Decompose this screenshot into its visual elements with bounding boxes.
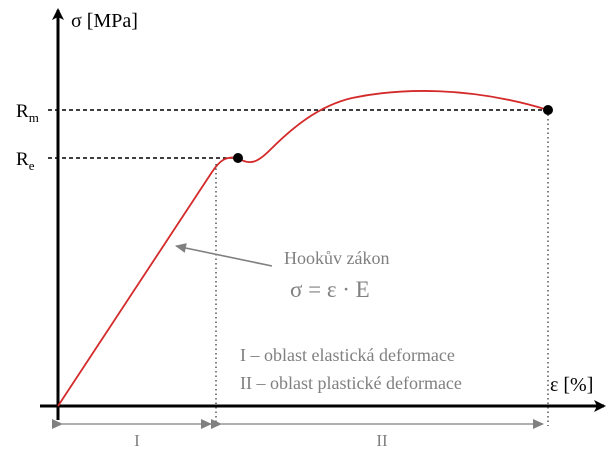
legend-plastic: II – oblast plastické deformace (240, 373, 462, 393)
hooke-formula: σ = ε · E (290, 277, 370, 302)
x-axis-label: ε [%] (550, 374, 593, 396)
rm-label: Rm (16, 101, 39, 125)
region-one-label: I (134, 431, 140, 450)
ultimate-point (543, 105, 553, 115)
stress-strain-curve (57, 90, 549, 407)
hooke-label: Hookův zákon (284, 248, 389, 268)
re-label: Re (16, 149, 35, 173)
hooke-pointer-arrow (175, 243, 273, 267)
region-two-label: II (376, 431, 388, 450)
y-axis-label: σ [MPa] (71, 10, 138, 32)
yield-point (233, 153, 243, 163)
legend-elastic: I – oblast elastická deformace (240, 345, 455, 365)
